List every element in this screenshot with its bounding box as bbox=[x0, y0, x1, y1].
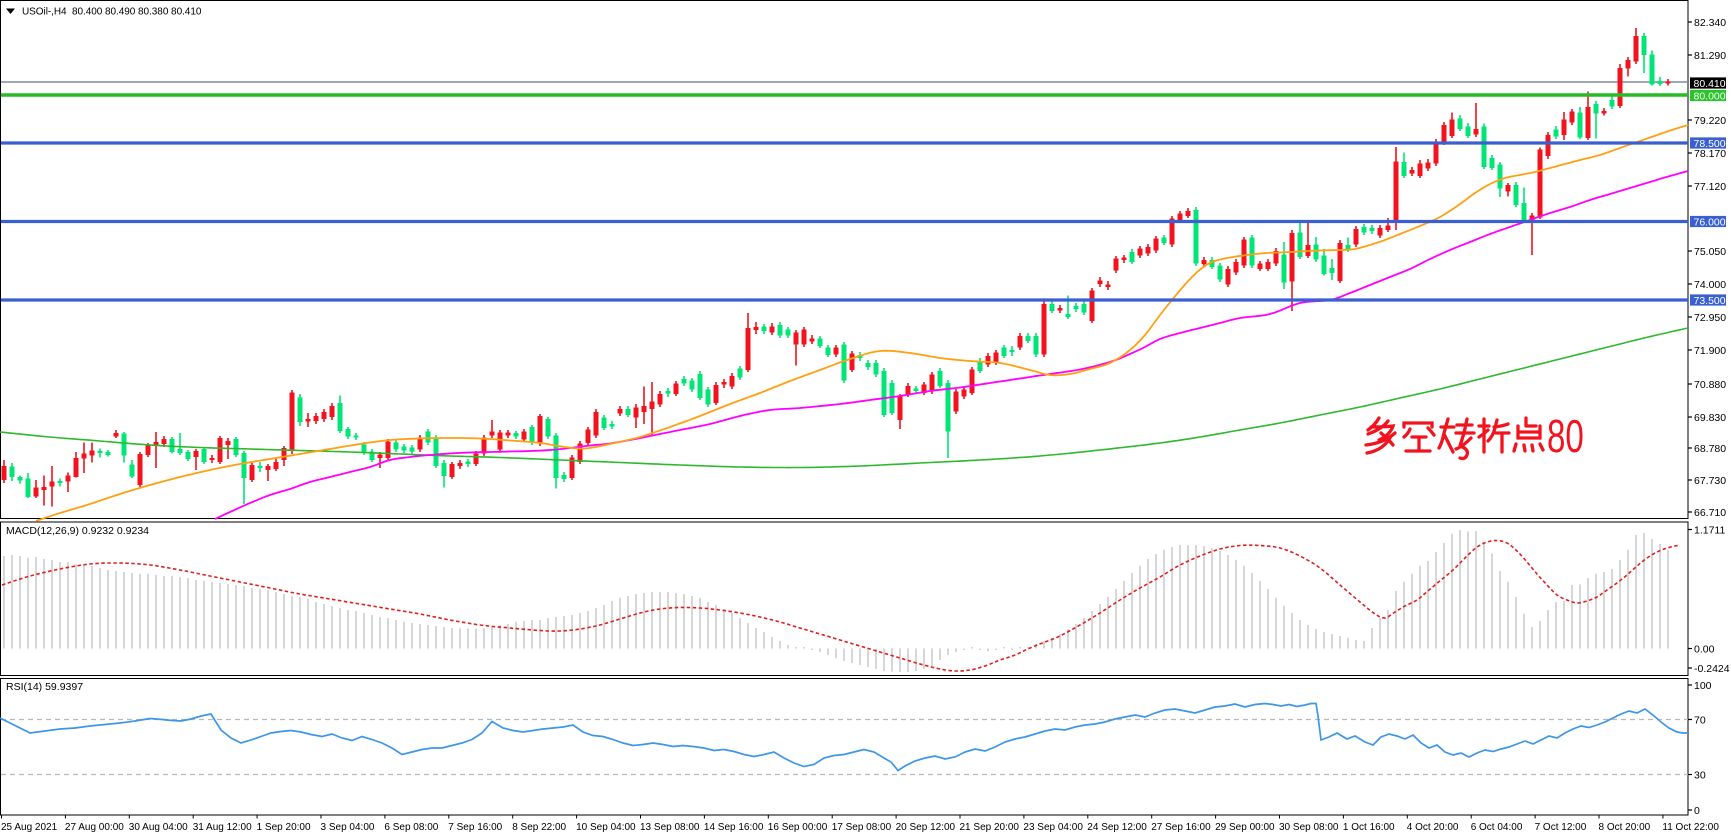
svg-text:23 Sep 04:00: 23 Sep 04:00 bbox=[1023, 822, 1083, 833]
svg-text:82.340: 82.340 bbox=[1694, 17, 1726, 29]
svg-text:3 Sep 04:00: 3 Sep 04:00 bbox=[321, 822, 375, 833]
svg-text:1.1711: 1.1711 bbox=[1694, 524, 1725, 536]
svg-text:8 Oct 20:00: 8 Oct 20:00 bbox=[1599, 822, 1651, 833]
svg-text:RSI(14) 59.9397: RSI(14) 59.9397 bbox=[6, 681, 83, 693]
svg-text:7 Oct 12:00: 7 Oct 12:00 bbox=[1535, 822, 1587, 833]
svg-text:17 Sep 08:00: 17 Sep 08:00 bbox=[832, 822, 892, 833]
svg-text:75.050: 75.050 bbox=[1694, 246, 1726, 258]
svg-text:13 Sep 08:00: 13 Sep 08:00 bbox=[640, 822, 700, 833]
svg-text:69.830: 69.830 bbox=[1694, 412, 1726, 424]
svg-text:1 Sep 20:00: 1 Sep 20:00 bbox=[257, 822, 311, 833]
svg-text:77.120: 77.120 bbox=[1694, 181, 1726, 193]
svg-text:0: 0 bbox=[1694, 805, 1700, 817]
svg-text:30 Sep 08:00: 30 Sep 08:00 bbox=[1279, 822, 1339, 833]
svg-text:6 Sep 08:00: 6 Sep 08:00 bbox=[384, 822, 438, 833]
svg-text:-0.2424: -0.2424 bbox=[1694, 663, 1730, 675]
svg-text:74.000: 74.000 bbox=[1694, 279, 1726, 291]
svg-text:80: 80 bbox=[1547, 412, 1584, 462]
svg-text:16 Sep 00:00: 16 Sep 00:00 bbox=[768, 822, 828, 833]
svg-text:67.730: 67.730 bbox=[1694, 475, 1726, 487]
svg-text:24 Sep 12:00: 24 Sep 12:00 bbox=[1087, 822, 1147, 833]
svg-text:MACD(12,26,9) 0.9232 0.9234: MACD(12,26,9) 0.9232 0.9234 bbox=[6, 525, 149, 537]
svg-text:8 Sep 22:00: 8 Sep 22:00 bbox=[512, 822, 566, 833]
svg-text:72.950: 72.950 bbox=[1694, 312, 1726, 324]
svg-text:79.220: 79.220 bbox=[1694, 115, 1726, 127]
svg-text:31 Aug 12:00: 31 Aug 12:00 bbox=[193, 822, 252, 833]
svg-text:USOil-,H4 80.400 80.490 80.38: USOil-,H4 80.400 80.490 80.380 80.410 bbox=[22, 7, 202, 18]
svg-text:70.880: 70.880 bbox=[1694, 379, 1726, 391]
svg-text:78.170: 78.170 bbox=[1694, 148, 1726, 160]
svg-text:29 Sep 00:00: 29 Sep 00:00 bbox=[1215, 822, 1275, 833]
svg-text:76.000: 76.000 bbox=[1694, 216, 1726, 228]
svg-text:11 Oct 22:00: 11 Oct 22:00 bbox=[1662, 822, 1719, 833]
svg-text:25 Aug 2021: 25 Aug 2021 bbox=[1, 822, 58, 833]
svg-text:80.000: 80.000 bbox=[1694, 90, 1726, 102]
svg-text:4 Oct 20:00: 4 Oct 20:00 bbox=[1407, 822, 1459, 833]
svg-text:71.900: 71.900 bbox=[1694, 345, 1726, 357]
svg-text:73.500: 73.500 bbox=[1694, 295, 1726, 307]
svg-text:7 Sep 16:00: 7 Sep 16:00 bbox=[448, 822, 502, 833]
svg-text:27 Aug 00:00: 27 Aug 00:00 bbox=[65, 822, 124, 833]
svg-text:78.500: 78.500 bbox=[1694, 138, 1726, 150]
svg-text:70: 70 bbox=[1694, 714, 1706, 726]
svg-text:30 Aug 04:00: 30 Aug 04:00 bbox=[129, 822, 188, 833]
svg-text:66.710: 66.710 bbox=[1694, 507, 1726, 519]
svg-text:0.00: 0.00 bbox=[1694, 643, 1715, 655]
svg-text:20 Sep 12:00: 20 Sep 12:00 bbox=[896, 822, 956, 833]
svg-text:6 Oct 04:00: 6 Oct 04:00 bbox=[1471, 822, 1523, 833]
svg-text:30: 30 bbox=[1694, 769, 1706, 781]
svg-text:68.780: 68.780 bbox=[1694, 443, 1726, 455]
svg-text:10 Sep 04:00: 10 Sep 04:00 bbox=[576, 822, 636, 833]
svg-text:14 Sep 16:00: 14 Sep 16:00 bbox=[704, 822, 764, 833]
svg-text:81.290: 81.290 bbox=[1694, 50, 1726, 62]
svg-text:80.410: 80.410 bbox=[1694, 78, 1726, 90]
svg-text:21 Sep 20:00: 21 Sep 20:00 bbox=[960, 822, 1020, 833]
svg-text:27 Sep 16:00: 27 Sep 16:00 bbox=[1151, 822, 1211, 833]
svg-text:1 Oct 16:00: 1 Oct 16:00 bbox=[1343, 822, 1395, 833]
svg-text:100: 100 bbox=[1694, 680, 1712, 692]
